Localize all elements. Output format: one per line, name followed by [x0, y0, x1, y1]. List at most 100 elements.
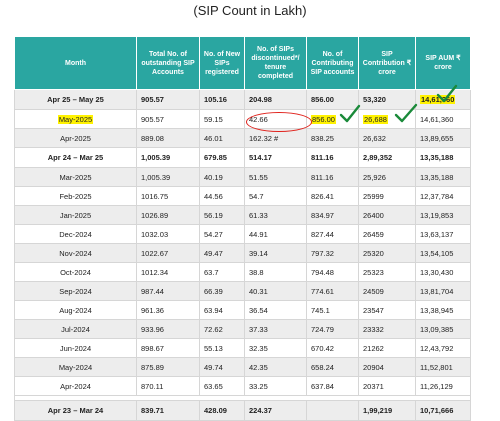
cell-contribution: 25,926	[358, 167, 416, 187]
green-check-icon	[394, 103, 418, 123]
table-row: Jul-2024 933.96 72.62 37.33 724.79 23332…	[14, 319, 471, 339]
highlighted-value: May-2025	[57, 114, 94, 124]
cell-aum: 13,38,945	[415, 300, 471, 320]
cell-contributing: 724.79	[306, 319, 359, 339]
cell-new-sips: 40.19	[199, 167, 245, 187]
header-month: Month	[14, 36, 137, 90]
cell-discontinued: 40.31	[244, 281, 307, 301]
cell-new-sips: 49.47	[199, 243, 245, 263]
header-contribution: SIP Contribution ₹ crore	[358, 36, 416, 90]
table-row: Apr 24 – Mar 25 1,005.39 679.85 514.17 8…	[14, 147, 471, 168]
cell-aum: 13,19,853	[415, 205, 471, 225]
cell-contribution: 53,320	[358, 89, 416, 110]
cell-contributing: 811.16	[306, 167, 359, 187]
cell-contributing: 797.32	[306, 243, 359, 263]
cell-outstanding: 1032.03	[136, 224, 200, 244]
cell-contributing: 658.24	[306, 357, 359, 377]
cell-new-sips: 54.27	[199, 224, 245, 244]
sip-table: Month Total No. of outstanding SIP Accou…	[14, 36, 471, 421]
table-row: Jan-2025 1026.89 56.19 61.33 834.97 2640…	[14, 205, 471, 225]
cell-outstanding: 1,005.39	[136, 147, 200, 168]
table-row: Feb-2025 1016.75 44.56 54.7 826.41 25999…	[14, 186, 471, 206]
highlighted-value: 26,688	[363, 114, 388, 124]
table-row: Aug-2024 961.36 63.94 36.54 745.1 23547 …	[14, 300, 471, 320]
cell-contribution: 26,688	[358, 109, 416, 129]
cell-new-sips: 63.65	[199, 376, 245, 396]
cell-month: May-2024	[14, 357, 137, 377]
green-check-icon	[339, 104, 361, 123]
cell-discontinued: 42.35	[244, 357, 307, 377]
cell-new-sips: 56.19	[199, 205, 245, 225]
cell-new-sips: 63.7	[199, 262, 245, 282]
cell-month: Apr 24 – Mar 25	[14, 147, 137, 168]
cell-aum: 13,09,385	[415, 319, 471, 339]
cell-month: Nov-2024	[14, 243, 137, 263]
sip-table-container: Month Total No. of outstanding SIP Accou…	[14, 36, 471, 421]
cell-outstanding: 870.11	[136, 376, 200, 396]
cell-discontinued: 224.37	[244, 400, 307, 421]
cell-aum: 13,30,430	[415, 262, 471, 282]
cell-discontinued: 61.33	[244, 205, 307, 225]
header-new-sips: No. of New SIPs registered	[199, 36, 245, 90]
cell-outstanding: 1022.67	[136, 243, 200, 263]
cell-outstanding: 875.89	[136, 357, 200, 377]
cell-contributing: 834.97	[306, 205, 359, 225]
header-discontinued: No. of SIPs discontinued*/ tenure comple…	[244, 36, 307, 90]
cell-aum: 11,52,801	[415, 357, 471, 377]
cell-aum: 12,37,784	[415, 186, 471, 206]
header-outstanding: Total No. of outstanding SIP Accounts	[136, 36, 200, 90]
table-row: May-2024 875.89 49.74 42.35 658.24 20904…	[14, 357, 471, 377]
cell-discontinued: 33.25	[244, 376, 307, 396]
cell-contributing: 745.1	[306, 300, 359, 320]
cell-contribution: 25320	[358, 243, 416, 263]
cell-month: Feb-2025	[14, 186, 137, 206]
cell-month: Dec-2024	[14, 224, 137, 244]
cell-month: Aug-2024	[14, 300, 137, 320]
cell-contribution: 2,89,352	[358, 147, 416, 168]
cell-month: Jul-2024	[14, 319, 137, 339]
cell-outstanding: 1012.34	[136, 262, 200, 282]
cell-discontinued: 36.54	[244, 300, 307, 320]
cell-aum: 13,35,188	[415, 167, 471, 187]
cell-contributing: 856.00	[306, 89, 359, 110]
cell-month: Jan-2025	[14, 205, 137, 225]
cell-new-sips: 49.74	[199, 357, 245, 377]
cell-month: Sep-2024	[14, 281, 137, 301]
cell-contributing: 838.25	[306, 128, 359, 148]
cell-aum: 13,54,105	[415, 243, 471, 263]
table-row: Oct-2024 1012.34 63.7 38.8 794.48 25323 …	[14, 262, 471, 282]
cell-contribution: 26400	[358, 205, 416, 225]
cell-contribution: 20904	[358, 357, 416, 377]
cell-contribution: 23547	[358, 300, 416, 320]
cell-month: Oct-2024	[14, 262, 137, 282]
table-body: Apr 25 – May 25 905.57 105.16 204.98 856…	[14, 89, 471, 421]
cell-discontinued: 32.35	[244, 338, 307, 358]
cell-new-sips: 46.01	[199, 128, 245, 148]
red-circle-annotation	[246, 112, 312, 132]
cell-new-sips: 66.39	[199, 281, 245, 301]
cell-discontinued: 37.33	[244, 319, 307, 339]
cell-month: May-2025	[14, 109, 137, 129]
cell-new-sips: 72.62	[199, 319, 245, 339]
highlighted-value: 14,61,360	[420, 95, 456, 104]
cell-contributing: 774.61	[306, 281, 359, 301]
table-row: Sep-2024 987.44 66.39 40.31 774.61 24509…	[14, 281, 471, 301]
cell-month: Apr-2024	[14, 376, 137, 396]
cell-contribution: 26,632	[358, 128, 416, 148]
cell-aum: 13,63,137	[415, 224, 471, 244]
cell-aum: 12,43,792	[415, 338, 471, 358]
cell-new-sips: 105.16	[199, 89, 245, 110]
cell-outstanding: 889.08	[136, 128, 200, 148]
cell-contribution: 21262	[358, 338, 416, 358]
cell-new-sips: 63.94	[199, 300, 245, 320]
cell-discontinued: 51.55	[244, 167, 307, 187]
cell-contributing: 827.44	[306, 224, 359, 244]
cell-contributing: 670.42	[306, 338, 359, 358]
cell-outstanding: 898.67	[136, 338, 200, 358]
cell-month: Apr 25 – May 25	[14, 89, 137, 110]
cell-contributing: 811.16	[306, 147, 359, 168]
cell-outstanding: 839.71	[136, 400, 200, 421]
cell-new-sips: 428.09	[199, 400, 245, 421]
cell-contribution: 25323	[358, 262, 416, 282]
cell-new-sips: 59.15	[199, 109, 245, 129]
